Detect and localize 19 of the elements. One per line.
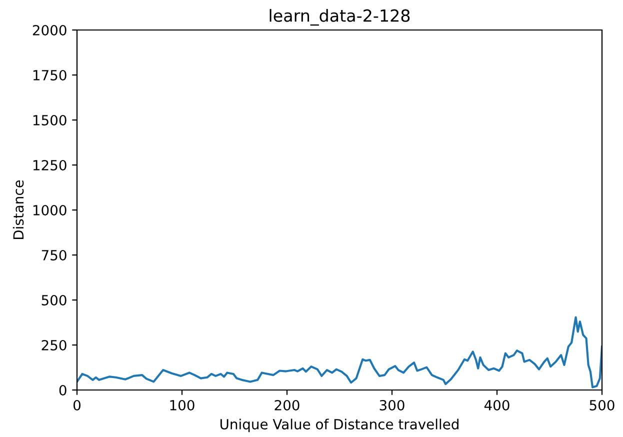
y-tick-label: 2000 (32, 24, 66, 36)
y-tick-label: 1750 (33, 70, 66, 80)
x-tick-label: 500 (590, 400, 614, 410)
x-tick-label: 300 (380, 400, 404, 410)
y-tick-label: 0 (59, 384, 66, 396)
x-axis-title: Unique Value of Distance travelled (220, 418, 458, 432)
y-tick-label: 750 (42, 250, 66, 260)
y-tick-label: 1000 (33, 204, 66, 216)
y-tick-label: 1500 (33, 114, 66, 126)
x-tick-label: 0 (73, 400, 80, 410)
y-axis-title: Distance (12, 180, 24, 239)
y-tick-label: 1250 (33, 160, 66, 170)
chart-title: learn_data-2-128 (270, 9, 410, 26)
y-tick-label: 500 (42, 294, 66, 306)
x-tick-label: 400 (484, 400, 510, 410)
line-series (77, 316, 602, 388)
x-tick-label: 200 (274, 400, 300, 410)
x-tick-label: 100 (170, 400, 194, 410)
y-tick-label: 250 (42, 340, 66, 350)
